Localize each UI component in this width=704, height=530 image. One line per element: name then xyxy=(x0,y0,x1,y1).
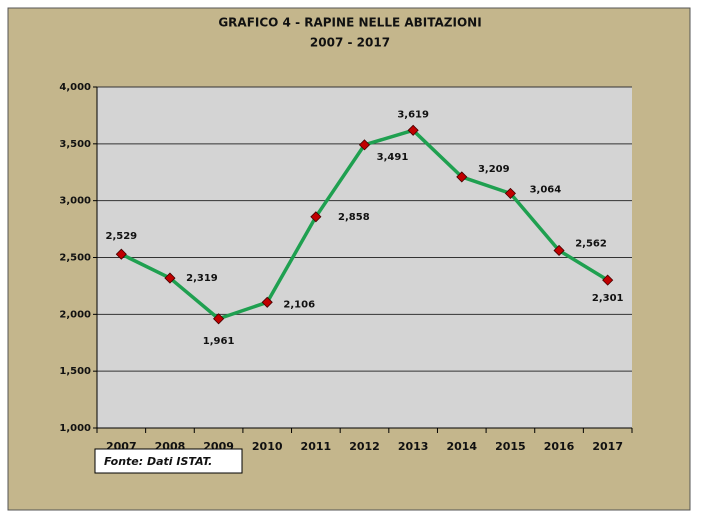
marker xyxy=(456,171,468,183)
data-label: 2,319 xyxy=(186,273,218,284)
y-tick-label: 2,000 xyxy=(59,309,91,320)
y-tick-label: 3,500 xyxy=(59,139,91,150)
x-tick-label: 2013 xyxy=(398,440,429,453)
data-label: 2,301 xyxy=(592,293,624,304)
data-label: 2,858 xyxy=(338,212,370,223)
data-label: 3,064 xyxy=(530,184,562,195)
data-label: 3,209 xyxy=(478,164,510,175)
marker xyxy=(164,272,176,284)
marker xyxy=(358,139,371,151)
x-tick-label: 2011 xyxy=(301,440,332,453)
data-label: 2,529 xyxy=(105,231,137,242)
x-tick-label: 2012 xyxy=(349,440,380,453)
x-tick-label: 2014 xyxy=(446,440,477,453)
data-label: 2,106 xyxy=(283,299,315,310)
x-tick-label: 2016 xyxy=(544,440,575,453)
marker xyxy=(213,313,225,325)
data-label: 3,619 xyxy=(397,109,429,120)
marker xyxy=(504,187,516,199)
chart-subtitle: 2007 - 2017 xyxy=(310,36,390,50)
x-tick-label: 2015 xyxy=(495,440,526,453)
source-box xyxy=(94,448,243,474)
marker xyxy=(310,211,322,223)
marker xyxy=(261,296,273,308)
marker xyxy=(553,244,565,257)
y-tick-label: 1,000 xyxy=(59,423,91,434)
marker xyxy=(407,124,419,136)
y-tick-label: 4,000 xyxy=(59,82,91,93)
marker xyxy=(115,248,127,260)
marker xyxy=(602,274,614,286)
y-tick-label: 1,500 xyxy=(59,366,91,377)
data-label: 3,491 xyxy=(377,152,409,163)
data-label: 2,562 xyxy=(575,238,607,249)
x-tick-label: 2017 xyxy=(592,440,623,453)
chart-title: GRAFICO 4 - RAPINE NELLE ABITAZIONI xyxy=(218,16,481,30)
x-tick-label: 2010 xyxy=(252,440,283,453)
y-tick-label: 2,500 xyxy=(59,253,91,264)
data-label: 1,961 xyxy=(203,336,235,347)
source-note: Fonte: Dati ISTAT. xyxy=(104,455,212,468)
y-tick-label: 3,000 xyxy=(59,196,91,207)
